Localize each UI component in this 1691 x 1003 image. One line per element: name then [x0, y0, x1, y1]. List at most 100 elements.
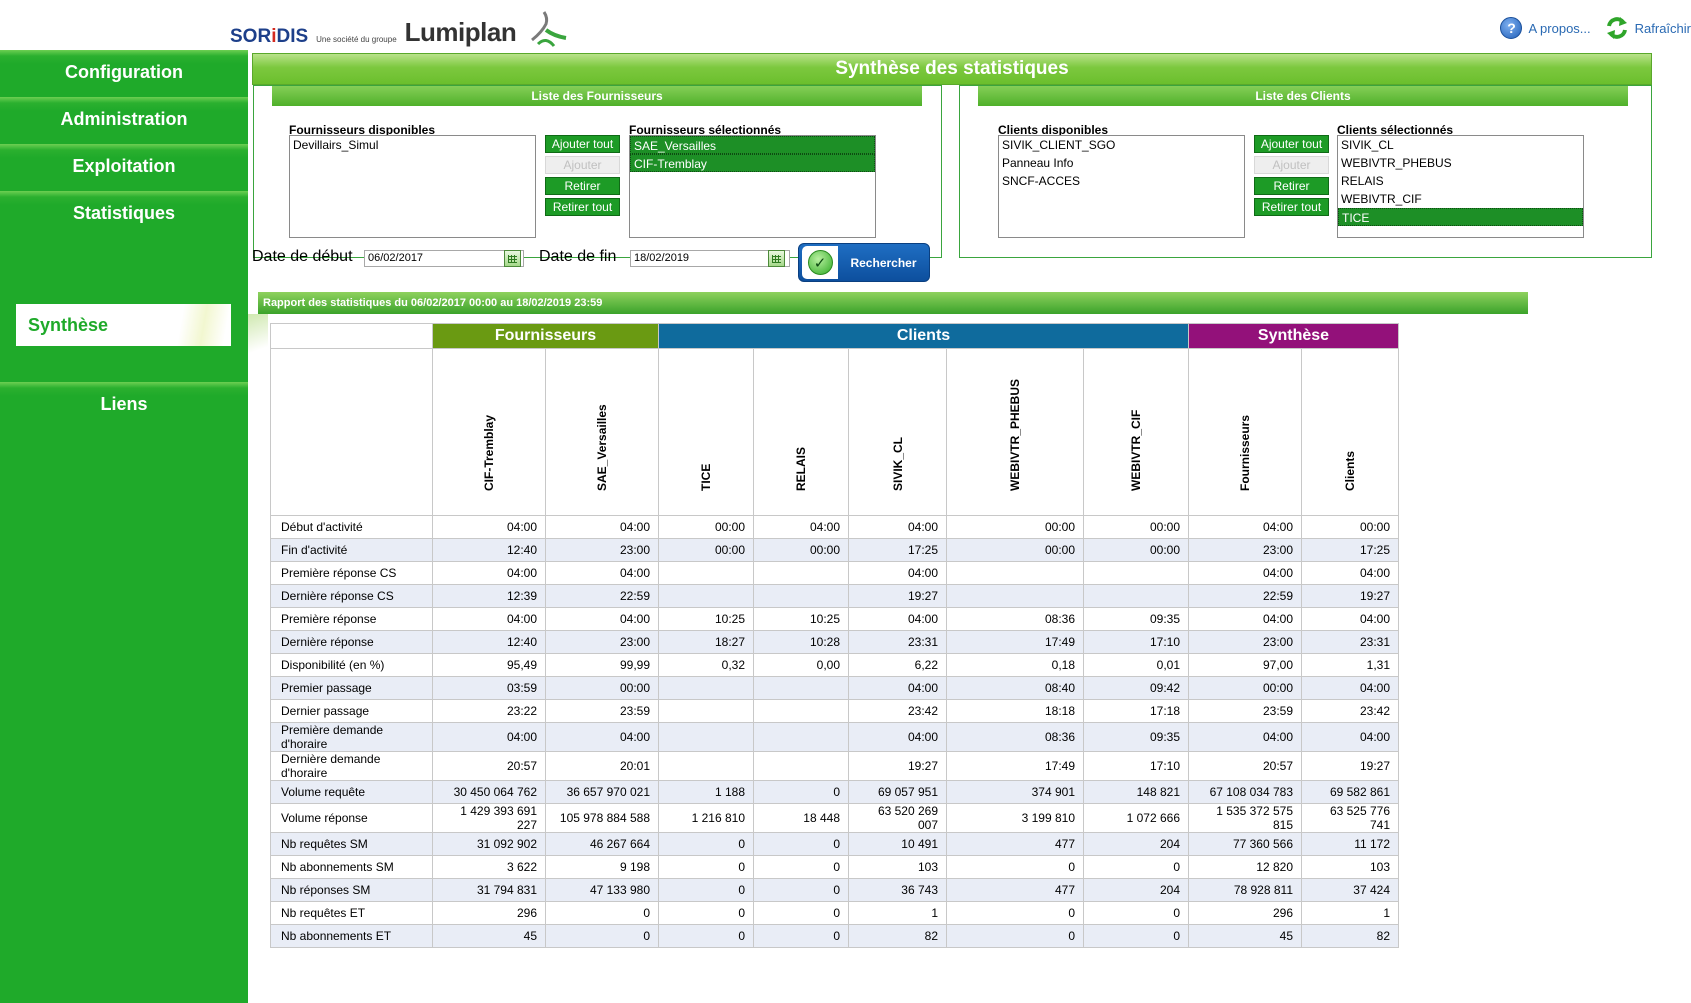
table-cell: 82	[848, 924, 947, 948]
fournisseurs-add-button[interactable]: Ajouter	[545, 156, 620, 174]
nav-configuration[interactable]: Configuration	[0, 50, 248, 94]
table-cell: 00:00	[1188, 676, 1302, 700]
table-cell: 00:00	[946, 538, 1084, 562]
nav-statistiques[interactable]: Statistiques	[0, 191, 248, 235]
logo-tagline: Une société du groupe	[316, 35, 397, 44]
table-cell: 04:00	[432, 515, 546, 539]
clients-remove-all-button[interactable]: Retirer tout	[1254, 198, 1329, 216]
table-cell: 95,49	[432, 653, 546, 677]
nav-administration[interactable]: Administration	[0, 97, 248, 141]
calendar-icon[interactable]	[504, 250, 521, 267]
table-cell: 1 216 810	[658, 803, 754, 833]
end-date-input[interactable]: 18/02/2019	[630, 250, 790, 267]
list-item[interactable]: SIVIK_CL	[1341, 138, 1394, 152]
table-cell: 0	[658, 878, 754, 902]
table-cell: 1 188	[658, 780, 754, 804]
app-header: SORiDIS Une société du groupe Lumiplan ?…	[0, 0, 1691, 50]
column-header-label: SAE_Versailles	[595, 404, 609, 491]
row-label: Volume requête	[270, 780, 433, 804]
list-item[interactable]: RELAIS	[1341, 174, 1384, 188]
start-date-input[interactable]: 06/02/2017	[364, 250, 524, 267]
table-cell: 00:00	[545, 676, 659, 700]
table-cell: 0	[753, 878, 849, 902]
table-cell: 04:00	[1188, 722, 1302, 752]
table-cell: 08:36	[946, 722, 1084, 752]
fournisseurs-remove-all-button[interactable]: Retirer tout	[545, 198, 620, 216]
table-cell: 0	[658, 855, 754, 879]
main-content: Synthèse des statistiques Liste des Four…	[248, 50, 1691, 1003]
table-cell: 31 794 831	[432, 878, 546, 902]
list-item[interactable]: Panneau Info	[1002, 156, 1074, 170]
table-cell: 09:35	[1083, 722, 1189, 752]
fournisseurs-selected-label: Fournisseurs sélectionnés	[629, 123, 782, 137]
table-cell: 97,00	[1188, 653, 1302, 677]
clients-add-button[interactable]: Ajouter	[1254, 156, 1329, 174]
clients-selected-label: Clients sélectionnés	[1337, 123, 1454, 137]
row-label: Première réponse	[270, 607, 433, 631]
column-header-label: CIF-Tremblay	[482, 414, 496, 491]
list-item[interactable]: Devillairs_Simul	[293, 138, 379, 152]
table-cell: 11 172	[1301, 832, 1399, 856]
list-item[interactable]: SIVIK_CLIENT_SGO	[1002, 138, 1116, 152]
nav-liens[interactable]: Liens	[0, 382, 248, 426]
fournisseurs-remove-button[interactable]: Retirer	[545, 177, 620, 195]
list-item[interactable]: WEBIVTR_PHEBUS	[1341, 156, 1452, 170]
soridis-logo: SORiDIS	[230, 26, 309, 47]
table-cell: 23:42	[1301, 699, 1399, 723]
nav-synthese[interactable]: Synthèse	[16, 304, 231, 346]
table-cell: 45	[432, 924, 546, 948]
about-link[interactable]: ? A propos...	[1500, 17, 1591, 39]
table-cell: 04:00	[545, 515, 659, 539]
row-label: Nb requêtes ET	[270, 901, 433, 925]
nav-exploitation[interactable]: Exploitation	[0, 144, 248, 188]
fournisseurs-available-list[interactable]: Devillairs_Simul	[289, 135, 536, 238]
fournisseurs-add-all-button[interactable]: Ajouter tout	[545, 135, 620, 153]
table-row: Première demande d'horaire 04:00 04:00 04:0…	[270, 722, 1399, 752]
list-item[interactable]: TICE	[1338, 208, 1583, 226]
calendar-icon[interactable]	[768, 250, 785, 267]
list-item[interactable]: SAE_Versailles	[630, 136, 875, 154]
table-cell: 04:00	[848, 515, 947, 539]
clients-available-list[interactable]: SIVIK_CLIENT_SGO Panneau Info SNCF-ACCES	[998, 135, 1245, 238]
table-cell	[658, 676, 754, 700]
table-cell: 47 133 980	[545, 878, 659, 902]
table-cell	[658, 722, 754, 752]
column-header-label: WEBIVTR_CIF	[1129, 409, 1143, 491]
list-item[interactable]: CIF-Tremblay	[630, 154, 875, 172]
list-item[interactable]: WEBIVTR_CIF	[1341, 192, 1422, 206]
clients-selected-list[interactable]: SIVIK_CL WEBIVTR_PHEBUS RELAIS WEBIVTR_C…	[1337, 135, 1584, 238]
table-cell: 0	[545, 924, 659, 948]
column-header: Fournisseurs	[1188, 348, 1302, 516]
row-label: Première demande d'horaire	[270, 722, 433, 752]
table-cell: 00:00	[1083, 538, 1189, 562]
table-cell: 04:00	[545, 561, 659, 585]
search-button[interactable]: ✓ Rechercher	[798, 243, 930, 282]
table-cell: 04:00	[1188, 561, 1302, 585]
clients-add-all-button[interactable]: Ajouter tout	[1254, 135, 1329, 153]
table-cell: 17:49	[946, 751, 1084, 781]
column-header-label: TICE	[699, 463, 713, 491]
fournisseurs-selected-list[interactable]: SAE_Versailles CIF-Tremblay	[629, 135, 876, 238]
table-cell: 18:18	[946, 699, 1084, 723]
table-cell: 1	[1301, 901, 1399, 925]
table-cell: 3 622	[432, 855, 546, 879]
table-cell: 69 057 951	[848, 780, 947, 804]
clients-remove-button[interactable]: Retirer	[1254, 177, 1329, 195]
list-item[interactable]: SNCF-ACCES	[1002, 174, 1081, 188]
row-label: Dernière réponse	[270, 630, 433, 654]
row-label: Fin d'activité	[270, 538, 433, 562]
table-cell: 08:36	[946, 607, 1084, 631]
table-cell: 04:00	[848, 722, 947, 752]
table-cell: 19:27	[1301, 751, 1399, 781]
table-cell: 12 820	[1188, 855, 1302, 879]
group-header-clients: Clients	[658, 323, 1189, 349]
refresh-link[interactable]: Rafraîchir	[1605, 16, 1691, 40]
lumiplan-mark-icon	[531, 11, 567, 47]
fournisseurs-panel-header: Liste des Fournisseurs	[272, 86, 922, 106]
column-header-label: Fournisseurs	[1238, 414, 1252, 491]
table-cell: 36 743	[848, 878, 947, 902]
table-cell: 63 525 776 741	[1301, 803, 1399, 833]
table-cell	[946, 561, 1084, 585]
table-cell: 1,31	[1301, 653, 1399, 677]
row-label: Début d'activité	[270, 515, 433, 539]
